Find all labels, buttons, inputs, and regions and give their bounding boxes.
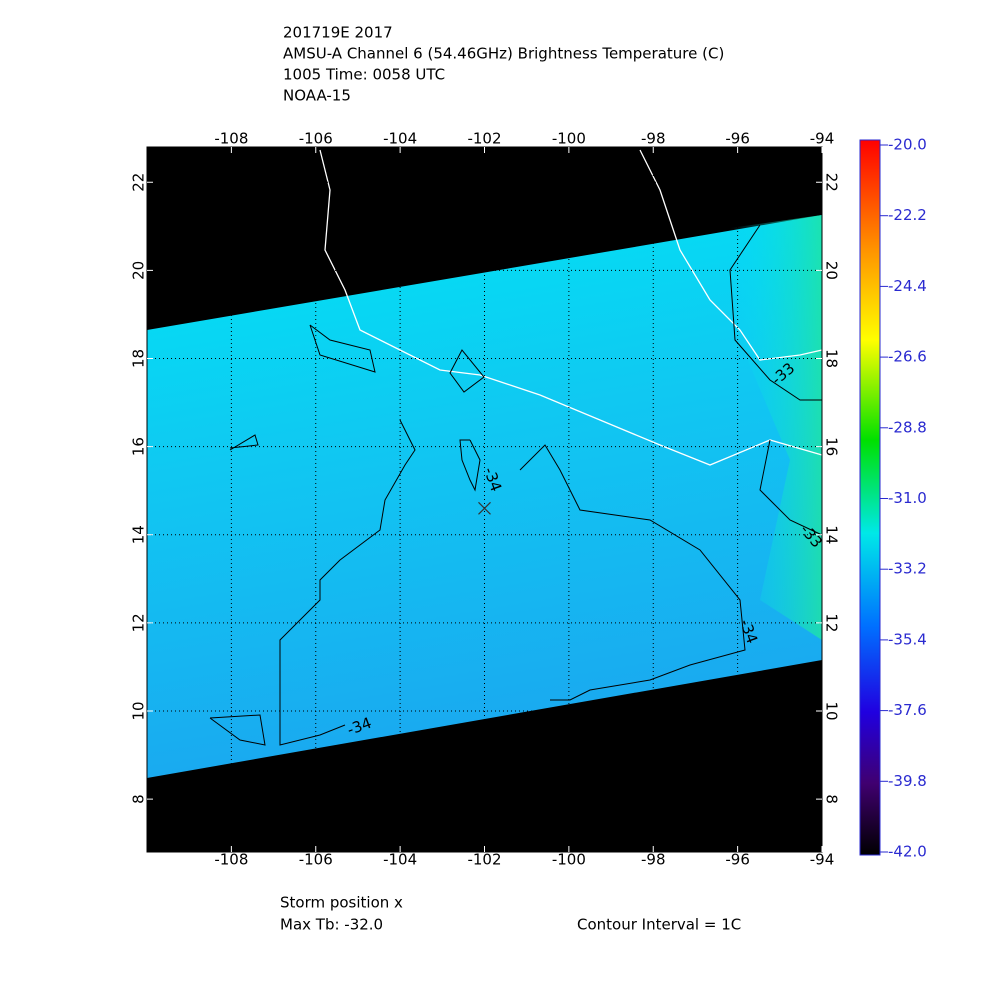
x-tick-label: -104: [383, 851, 417, 869]
colorbar-label: -22.2: [888, 206, 927, 224]
max-tb: Max Tb: -32.0: [280, 916, 383, 934]
contour-interval: Contour Interval = 1C: [577, 916, 741, 934]
contours: [209, 224, 823, 746]
coastline: [639, 149, 823, 361]
x-tick-label: -108: [214, 851, 248, 869]
contour-line: [209, 714, 266, 746]
swath-edge: [730, 215, 822, 640]
x-tick-label: -102: [467, 130, 501, 148]
header: 201719E 2017 AMSU-A Channel 6 (54.46GHz)…: [283, 24, 724, 105]
contour-line: [459, 439, 481, 492]
title-line: 201719E 2017: [283, 24, 393, 42]
colorbar-label: -28.8: [888, 418, 927, 436]
y-tick-label: 18: [130, 349, 148, 368]
colorbar-label: -39.8: [888, 772, 927, 790]
colorbar-label: -37.6: [888, 701, 927, 719]
y-tick-label: 22: [130, 173, 148, 192]
colorbar-label: -35.4: [888, 630, 927, 648]
y-tick-label: 20: [130, 261, 148, 280]
x-tick-label: -96: [725, 130, 750, 148]
y-tick-label: 12: [823, 613, 841, 632]
x-tick-label: -98: [641, 130, 666, 148]
y-tick-label: 8: [823, 794, 841, 804]
y-tick-label: 14: [823, 525, 841, 544]
y-tick-label: 20: [823, 261, 841, 280]
colorbar-label: -33.2: [888, 560, 927, 578]
x-tick-label: -102: [467, 851, 501, 869]
y-tick-label: 12: [130, 613, 148, 632]
contour-line: [279, 419, 416, 746]
x-tick-label: -98: [641, 851, 666, 869]
y-tick-label: 10: [823, 701, 841, 720]
y-tick-label: 22: [823, 173, 841, 192]
title-line: AMSU-A Channel 6 (54.46GHz) Brightness T…: [283, 45, 724, 63]
footer: Storm position x Max Tb: -32.0 Contour I…: [280, 894, 741, 934]
colorbar-label: -26.6: [888, 348, 927, 366]
y-tick-label: 16: [823, 437, 841, 456]
storm-label: Storm position x: [280, 894, 403, 912]
y-tick-label: 14: [130, 525, 148, 544]
y-tick-label: 10: [130, 701, 148, 720]
contour-line: [729, 224, 822, 401]
title-line: NOAA-15: [283, 87, 351, 105]
y-tick-label: 16: [130, 437, 148, 456]
x-tick-label: -100: [552, 851, 586, 869]
contour-line: [309, 324, 376, 373]
colorbar-label: -24.4: [888, 277, 927, 295]
colorbar-label: -31.0: [888, 489, 927, 507]
y-tick-label: 8: [130, 794, 148, 804]
x-tick-label: -94: [810, 851, 835, 869]
x-tick-label: -106: [299, 851, 333, 869]
x-tick-label: -104: [383, 130, 417, 148]
storm-marker: [478, 501, 491, 515]
y-tick-label: 18: [823, 349, 841, 368]
colorbar-label: -20.0: [888, 136, 927, 154]
contour-line: [449, 349, 485, 393]
x-tick-label: -96: [725, 851, 750, 869]
x-tick-label: -106: [299, 130, 333, 148]
title-line: 1005 Time: 0058 UTC: [283, 66, 445, 84]
x-tick-label: -100: [552, 130, 586, 148]
contour-line: [519, 444, 746, 701]
colorbar-label: -42.0: [888, 843, 927, 861]
coastline: [319, 149, 823, 466]
contour-line: [759, 439, 823, 536]
x-tick-label: -94: [810, 130, 835, 148]
colorbar: [859, 139, 881, 856]
x-tick-label: -108: [214, 130, 248, 148]
